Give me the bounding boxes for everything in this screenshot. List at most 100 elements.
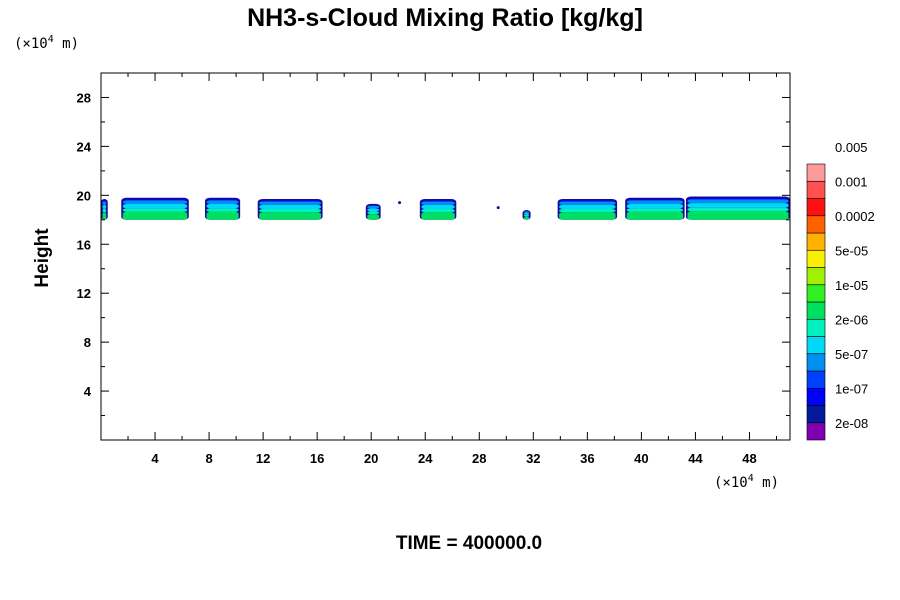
x-tick-label: 36 [580,451,594,466]
x-tick-label: 16 [310,451,324,466]
colorbar-swatch [806,387,826,406]
colorbar-swatch [806,198,826,217]
cloud-band [206,208,239,212]
cloud-band [122,203,188,209]
y-tick-label: 20 [77,188,91,203]
colorbar-swatch [806,163,826,182]
cloud-band [367,214,380,220]
x-tick-label: 8 [205,451,212,466]
cloud-band [122,200,188,204]
cloud-band [259,212,322,220]
cloud-band [122,199,188,201]
cloud-segment [365,203,381,220]
y-tick-label: 16 [77,237,91,252]
cloud-band [259,208,322,213]
cloud-band [559,204,616,209]
cloud-band [421,208,455,213]
cloud-band [421,204,455,209]
x-tick-label: 24 [418,451,433,466]
colorbar-swatch [806,267,826,286]
cloud-band [559,212,616,220]
time-label: TIME = 400000.0 [396,533,542,554]
colorbar-swatch [806,301,826,320]
cloud-band [122,211,188,220]
cloud-band [206,199,239,201]
colorbar-swatch [806,353,826,372]
cloud-band [102,200,107,202]
cloud-band [687,199,789,204]
x-tick-label: 4 [151,451,159,466]
cloud-speck [496,206,500,210]
cloud-segment [557,199,618,220]
cloud-band [626,211,684,220]
colorbar-label: 1e-07 [835,381,868,396]
x-tick-label: 44 [688,451,703,466]
colorbar-swatch [806,249,826,268]
x-tick-label: 20 [364,451,378,466]
cloud-band [524,216,530,220]
colorbar-label: 5e-07 [835,347,868,362]
cloud-band [524,214,530,217]
colorbar-label: 2e-06 [835,312,868,327]
x-axis: 4 8 12 16 20 24 28 32 36 40 44 48 [127,73,777,466]
cloud-band [687,203,789,208]
colorbar-label: 2e-08 [835,416,868,431]
cloud-segment [419,199,457,220]
cloud-band [102,212,107,220]
cloud-band [559,201,616,205]
chart-title: NH3-s-Cloud Mixing Ratio [kg/kg] [247,4,643,32]
y-unit-label: (×104 m) [14,34,79,52]
cloud-band [626,200,684,204]
cloud-band [367,208,380,212]
cloud-band [367,211,380,215]
colorbar-label: 1e-05 [835,278,868,293]
cloud-band [687,198,789,200]
y-tick-label: 4 [84,384,92,399]
cloud-band [687,211,789,220]
cloud-band [102,201,107,205]
cloud-band [259,201,322,205]
cloud-segment [685,196,790,220]
x-tick-label: 40 [634,451,648,466]
cloud-band [559,208,616,213]
cloud-layer [101,196,790,220]
cloud-segment [522,210,531,220]
cloud-band [421,212,455,220]
y-axis: 4 8 12 16 20 24 28 [77,90,790,417]
cloud-band [524,211,530,213]
cloud-band [367,205,380,209]
colorbar-swatch [806,232,826,251]
colorbar-swatch [806,215,826,234]
cloud-band [102,204,107,209]
cloud-band [259,204,322,209]
cloud-band [626,208,684,212]
cloud-band [122,208,188,212]
cloud-segment [121,197,189,220]
colorbar-swatch [806,370,826,389]
cloud-segment [205,197,241,220]
colorbar-swatch [806,405,826,424]
colorbar-swatch [806,180,826,199]
colorbar-label: 0.001 [835,174,868,189]
cloud-band [687,207,789,212]
y-axis-label: Height [32,228,53,288]
colorbar-label: 5e-05 [835,243,868,258]
y-tick-label: 8 [84,335,91,350]
cloud-band [559,200,616,202]
cloud-band [626,203,684,209]
cloud-band [206,200,239,204]
x-unit-label: (×104 m) [714,473,779,491]
y-tick-label: 28 [77,90,91,105]
x-tick-label: 48 [742,451,756,466]
y-tick-label: 24 [77,139,92,154]
cloud-band [421,201,455,205]
cloud-band [626,199,684,201]
plot-frame [100,72,791,441]
colorbar-swatch [806,336,826,355]
cloud-band [206,211,239,220]
colorbar-swatch [806,422,826,441]
colorbar-label: 0.0002 [835,209,875,224]
colorbar-swatch [806,284,826,303]
cloud-segment [257,199,323,220]
